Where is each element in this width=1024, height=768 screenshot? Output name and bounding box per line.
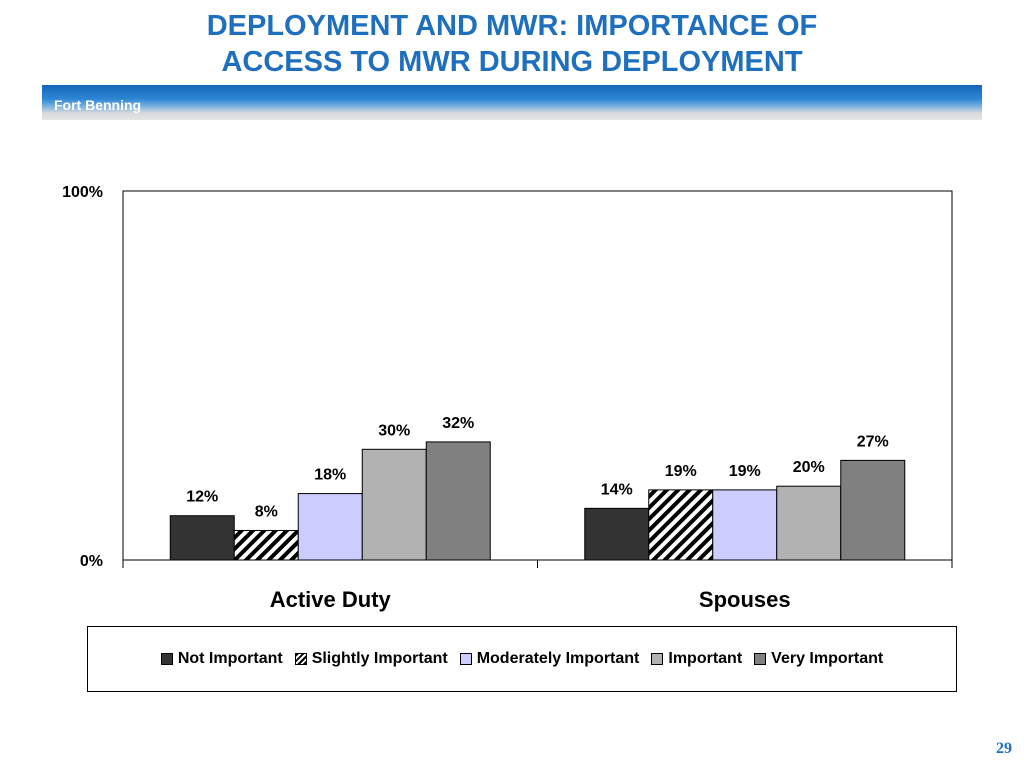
data-label-spouses-very-important: 27% [857,433,889,450]
data-label-spouses-moderately-important: 19% [729,463,761,480]
data-label-active-duty-not-important: 12% [186,489,218,506]
legend-label: Important [668,650,743,667]
bar-active-duty-very-important [425,441,491,561]
bar-spouses-moderately-important [712,489,778,561]
bar-active-duty-moderately-important [297,493,363,561]
chart-legend: Not Important Slightly Important Moderatel… [87,626,957,692]
data-label-active-duty-slightly-important: 8% [255,503,278,520]
slide-title-line-2: ACCESS TO MWR DURING DEPLOYMENT [221,46,803,78]
bar-active-duty-slightly-important [233,529,299,561]
bar-active-duty-important [361,448,427,561]
category-label-active-duty: Active Duty [270,587,392,612]
data-label-spouses-not-important: 14% [601,481,633,498]
data-label-spouses-important: 20% [793,459,825,476]
slide-title: DEPLOYMENT AND MWR: IMPORTANCE OF ACCESS… [0,8,1024,80]
bar-spouses-slightly-important [648,489,714,561]
bar-chart: 0% 100% Active Duty Spouses 12% 8% 18% 30% 32% 1… [62,184,953,612]
y-tick-label: 0% [80,553,103,570]
bar-spouses-important [776,485,842,561]
category-label-spouses: Spouses [699,587,791,612]
legend-label: Moderately Important [476,650,640,667]
bar-spouses-not-important [584,507,650,561]
legend-swatch [459,653,472,665]
page-number: 29 [996,740,1012,757]
data-label-active-duty-important: 30% [378,422,410,439]
slide-subtitle: Fort Benning [54,97,142,113]
bar-spouses-very-important [840,459,906,561]
legend-item-not-important: Not Important [160,650,283,668]
y-tick-label: 100% [62,184,103,201]
slide-title-line-1: DEPLOYMENT AND MWR: IMPORTANCE OF [206,10,818,42]
legend-item-important: Important [651,650,742,668]
data-label-active-duty-moderately-important: 18% [314,467,346,484]
header-banner: Fort Benning [42,85,982,120]
legend-label: Not Important [177,650,283,667]
legend-label: Slightly Important [311,650,448,667]
data-label-active-duty-very-important: 32% [442,415,474,432]
legend-swatch [294,653,307,665]
legend-label: Very Important [771,650,884,667]
legend-item-very-important: Very Important [754,650,883,668]
bar-active-duty-not-important [169,515,235,561]
legend-swatch [754,653,767,665]
data-label-spouses-slightly-important: 19% [665,463,697,480]
legend-item-moderately-important: Moderately Important [459,650,640,668]
legend-swatch [160,653,173,665]
legend-item-slightly-important: Slightly Important [294,650,448,668]
legend-swatch [651,653,664,665]
